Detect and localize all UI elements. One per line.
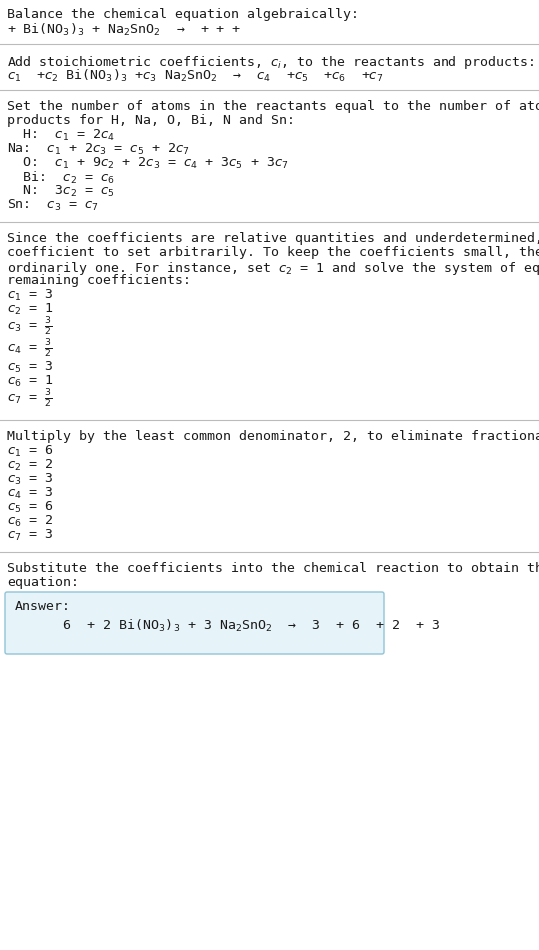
Text: Set the number of atoms in the reactants equal to the number of atoms in the: Set the number of atoms in the reactants… (7, 100, 539, 113)
Text: $c_5$ = 6: $c_5$ = 6 (7, 500, 53, 515)
Text: Multiply by the least common denominator, 2, to eliminate fractional coefficient: Multiply by the least common denominator… (7, 430, 539, 443)
Text: Bi:  $c_2$ = $c_6$: Bi: $c_2$ = $c_6$ (7, 170, 115, 186)
Text: $c_1$  +$c_2$ Bi(NO$_3$)$_3$ +$c_3$ Na$_2$SnO$_2$  →  $c_4$  +$c_5$  +$c_6$  +$c: $c_1$ +$c_2$ Bi(NO$_3$)$_3$ +$c_3$ Na$_2… (7, 68, 383, 85)
Text: Sn:  $c_3$ = $c_7$: Sn: $c_3$ = $c_7$ (7, 198, 99, 213)
Text: $c_2$ = 1: $c_2$ = 1 (7, 302, 53, 317)
FancyBboxPatch shape (5, 592, 384, 654)
Text: $c_4$ = $\frac{3}{2}$: $c_4$ = $\frac{3}{2}$ (7, 338, 52, 360)
Text: $c_1$ = 3: $c_1$ = 3 (7, 288, 53, 303)
Text: Answer:: Answer: (15, 600, 71, 613)
Text: $c_5$ = 3: $c_5$ = 3 (7, 360, 53, 375)
Text: Na:  $c_1$ + 2$c_3$ = $c_5$ + 2$c_7$: Na: $c_1$ + 2$c_3$ = $c_5$ + 2$c_7$ (7, 142, 190, 157)
Text: 6  + 2 Bi(NO$_3$)$_3$ + 3 Na$_2$SnO$_2$  →  3  + 6  + 2  + 3: 6 + 2 Bi(NO$_3$)$_3$ + 3 Na$_2$SnO$_2$ →… (15, 618, 440, 634)
Text: $c_3$ = 3: $c_3$ = 3 (7, 472, 53, 487)
Text: H:  $c_1$ = 2$c_4$: H: $c_1$ = 2$c_4$ (7, 128, 115, 143)
Text: $c_7$ = 3: $c_7$ = 3 (7, 528, 53, 543)
Text: $c_6$ = 2: $c_6$ = 2 (7, 514, 53, 529)
Text: $c_2$ = 2: $c_2$ = 2 (7, 458, 53, 473)
Text: $c_7$ = $\frac{3}{2}$: $c_7$ = $\frac{3}{2}$ (7, 388, 52, 410)
Text: $c_3$ = $\frac{3}{2}$: $c_3$ = $\frac{3}{2}$ (7, 316, 52, 338)
Text: O:  $c_1$ + 9$c_2$ + 2$c_3$ = $c_4$ + 3$c_5$ + 3$c_7$: O: $c_1$ + 9$c_2$ + 2$c_3$ = $c_4$ + 3$c… (7, 156, 288, 171)
Text: Balance the chemical equation algebraically:: Balance the chemical equation algebraica… (7, 8, 359, 21)
Text: Substitute the coefficients into the chemical reaction to obtain the balanced: Substitute the coefficients into the che… (7, 562, 539, 575)
Text: ordinarily one. For instance, set $c_2$ = 1 and solve the system of equations fo: ordinarily one. For instance, set $c_2$ … (7, 260, 539, 277)
Text: N:  3$c_2$ = $c_5$: N: 3$c_2$ = $c_5$ (7, 184, 115, 200)
Text: Since the coefficients are relative quantities and underdetermined, choose a: Since the coefficients are relative quan… (7, 232, 539, 245)
Text: equation:: equation: (7, 576, 79, 589)
Text: $c_4$ = 3: $c_4$ = 3 (7, 486, 53, 501)
Text: Add stoichiometric coefficients, $c_i$, to the reactants and products:: Add stoichiometric coefficients, $c_i$, … (7, 54, 535, 71)
Text: coefficient to set arbitrarily. To keep the coefficients small, the arbitrary va: coefficient to set arbitrarily. To keep … (7, 246, 539, 259)
Text: remaining coefficients:: remaining coefficients: (7, 274, 191, 287)
Text: products for H, Na, O, Bi, N and Sn:: products for H, Na, O, Bi, N and Sn: (7, 114, 295, 127)
Text: $c_6$ = 1: $c_6$ = 1 (7, 374, 53, 390)
Text: $c_1$ = 6: $c_1$ = 6 (7, 444, 53, 459)
Text: + Bi(NO$_3$)$_3$ + Na$_2$SnO$_2$  →  + + +: + Bi(NO$_3$)$_3$ + Na$_2$SnO$_2$ → + + + (7, 22, 241, 38)
